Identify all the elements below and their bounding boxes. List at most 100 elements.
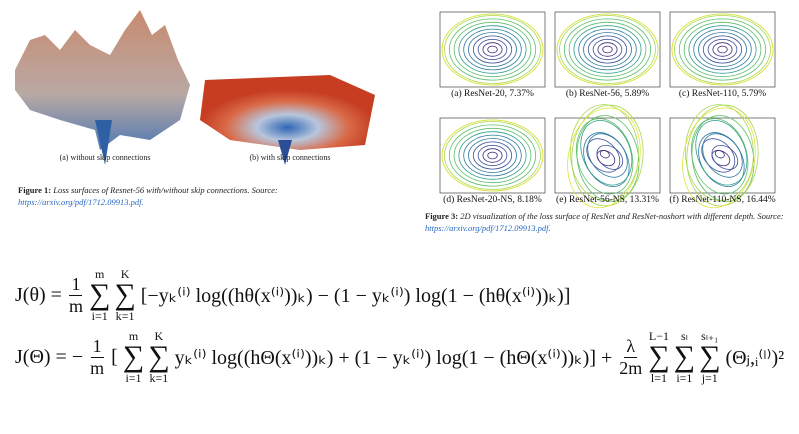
contour-panel (439, 117, 546, 194)
source-link[interactable]: https://arxiv.org/pdf/1712.09913.pdf. (425, 223, 551, 233)
contour-line (556, 13, 659, 86)
contour-line (444, 121, 541, 190)
subcaption: (b) with skip connections (249, 153, 331, 162)
panel-frame (669, 117, 776, 194)
contour-line (468, 138, 517, 173)
panel-frame (439, 117, 546, 194)
contour-line (472, 141, 513, 170)
panel-frame (439, 11, 546, 88)
subcaption: (a) without skip connections (59, 153, 151, 162)
contour-line (563, 18, 652, 81)
math-text: yₖ⁽ⁱ⁾ log((hΘ(x⁽ⁱ⁾))ₖ) + (1 − yₖ⁽ⁱ⁾) log… (174, 346, 613, 369)
numerator: 1 (69, 273, 83, 296)
sum-lower: i=1 (676, 371, 693, 385)
sum-upper: m (95, 267, 105, 281)
contour-line (441, 119, 544, 192)
contour-line (712, 42, 733, 57)
contour-line (671, 13, 774, 86)
contour-line (573, 25, 642, 74)
sum-symbol: ∑ (673, 340, 696, 373)
contour-line (583, 32, 632, 67)
contour-line (448, 18, 537, 81)
contour-line (453, 21, 532, 78)
denominator: m (68, 295, 83, 316)
summation: m ∑ i=1 (89, 268, 110, 322)
contour-line (707, 38, 738, 61)
contour-line (576, 118, 634, 195)
contour-line (487, 45, 498, 54)
summation: K ∑ k=1 (148, 330, 169, 384)
surface-b (200, 75, 375, 165)
contour-line (683, 21, 762, 78)
contour-line (468, 32, 517, 67)
equation: J(Θ) = −1 m[m ∑ i=1 K ∑ k=1 yₖ⁽ⁱ⁾ log((hΘ(x⁽ⁱ⁾)… (12, 330, 787, 384)
contour-panel (669, 104, 776, 209)
contour-line (477, 38, 508, 61)
contour-line (702, 35, 743, 64)
contour-line (684, 104, 754, 201)
contour-line (578, 28, 637, 71)
math-text: [ (111, 345, 118, 368)
sum-symbol: ∑ (648, 340, 670, 373)
summation: sₗ₊₁ ∑ j=1 (699, 330, 720, 384)
sum-symbol: ∑ (88, 278, 111, 311)
panel-caption: (b) ResNet-56, 5.89% (565, 89, 650, 99)
contour-line (717, 45, 728, 54)
sum-upper: L−1 (648, 329, 670, 343)
math-text: [−yₖ⁽ⁱ⁾ log((hθ(x⁽ⁱ⁾))ₖ) − (1 − yₖ⁽ⁱ⁾) l… (140, 284, 571, 307)
contour-line (448, 124, 537, 187)
contour-line (453, 127, 532, 184)
panel-caption: (e) ResNet-56-NS, 13.31% (556, 195, 659, 205)
sum-upper: K (154, 329, 164, 343)
contour-line (568, 21, 647, 78)
sum-lower: l=1 (650, 371, 668, 385)
contour-line (678, 18, 767, 81)
contour-panel (554, 104, 661, 209)
contour-line (698, 32, 747, 67)
contour-line (463, 28, 522, 71)
sum-symbol: ∑ (114, 278, 136, 311)
contour-line (597, 42, 618, 57)
contour-line (674, 15, 771, 84)
numerator: λ (624, 335, 638, 358)
source-link[interactable]: https://arxiv.org/pdf/1712.09913.pdf. (18, 197, 144, 207)
contour-line (444, 15, 541, 84)
contour-line (482, 148, 503, 163)
summation: sₗ ∑ i=1 (674, 330, 695, 384)
contour-line (569, 104, 639, 201)
contour-line (482, 42, 503, 57)
math-text: J(θ) = (15, 283, 62, 306)
figure-label: Figure 1: (18, 185, 52, 195)
sum-lower: i=1 (91, 309, 108, 323)
sum-lower: k=1 (149, 371, 169, 385)
contour-line (682, 107, 756, 209)
math-text: J(Θ) = − (15, 345, 84, 368)
contour-line (487, 151, 498, 160)
summation: m ∑ i=1 (123, 330, 144, 384)
contour-line (559, 15, 656, 84)
contour-line (688, 25, 757, 74)
panel-caption: (a) ResNet-20, 7.37% (451, 89, 534, 99)
denominator: 2m (619, 357, 643, 378)
math-text: (Θⱼ,ᵢ⁽ˡ⁾)² (725, 346, 785, 369)
panel-frame (554, 11, 661, 88)
sum-upper: sₗ₊₁ (701, 329, 719, 343)
contour-line (477, 144, 508, 167)
contour-line (695, 120, 748, 186)
summation: K ∑ k=1 (114, 268, 135, 322)
contour-line (472, 35, 513, 64)
sum-symbol: ∑ (148, 340, 170, 373)
figure-label: Figure 3: (425, 211, 459, 221)
contour-line (592, 38, 623, 61)
denominator: m (90, 357, 105, 378)
sum-symbol: ∑ (122, 340, 145, 373)
caption-text: 2D visualization of the loss surface of … (460, 211, 784, 221)
panel-caption: (c) ResNet-110, 5.79% (678, 89, 767, 99)
panel-caption: (d) ResNet-20-NS, 8.18% (443, 195, 542, 205)
sum-symbol: ∑ (699, 340, 721, 373)
summation: L−1 ∑ l=1 (648, 330, 669, 384)
sum-upper: sₗ (681, 329, 688, 343)
